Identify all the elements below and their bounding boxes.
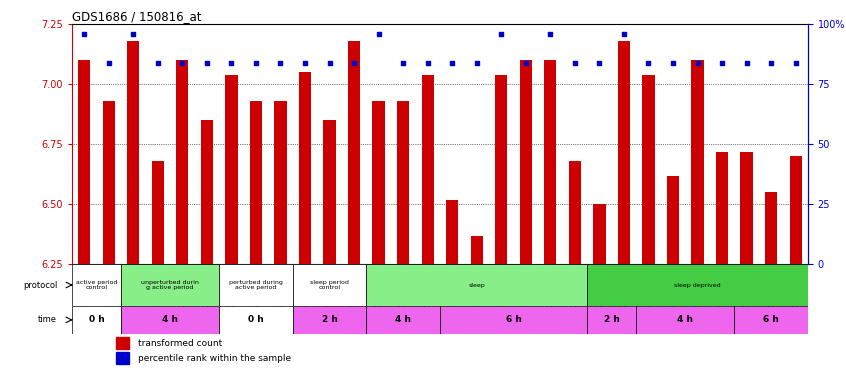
Point: [666, 60, 679, 66]
Point: [151, 60, 164, 66]
Bar: [470, 236, 483, 264]
Bar: [116, 352, 129, 364]
Point: [224, 60, 239, 66]
Bar: [219, 306, 293, 334]
Text: 0 h: 0 h: [248, 315, 264, 324]
Point: [739, 60, 753, 66]
Bar: [789, 156, 802, 264]
Bar: [667, 176, 679, 264]
Point: [420, 60, 435, 66]
Bar: [569, 161, 581, 264]
Bar: [587, 264, 808, 306]
Bar: [519, 60, 532, 264]
Text: sleep period
control: sleep period control: [310, 280, 349, 290]
Bar: [72, 264, 121, 306]
Text: 4 h: 4 h: [395, 315, 411, 324]
Text: 6 h: 6 h: [506, 315, 521, 324]
Bar: [127, 41, 140, 264]
Point: [396, 60, 409, 66]
Bar: [366, 264, 587, 306]
Bar: [293, 306, 366, 334]
Bar: [102, 101, 115, 264]
Text: sleep deprived: sleep deprived: [674, 282, 721, 288]
Bar: [587, 306, 636, 334]
Point: [126, 31, 140, 37]
Bar: [421, 75, 434, 264]
Point: [175, 60, 189, 66]
Point: [494, 31, 508, 37]
Text: 2 h: 2 h: [321, 315, 338, 324]
Point: [200, 60, 213, 66]
Bar: [618, 41, 630, 264]
Bar: [765, 192, 777, 264]
Bar: [593, 204, 606, 264]
Bar: [348, 41, 360, 264]
Point: [298, 60, 311, 66]
Point: [445, 60, 459, 66]
Text: 6 h: 6 h: [763, 315, 779, 324]
Point: [788, 60, 802, 66]
Text: unperturbed durin
g active period: unperturbed durin g active period: [141, 280, 199, 290]
Bar: [740, 152, 753, 264]
Bar: [225, 75, 238, 264]
Text: 4 h: 4 h: [678, 315, 693, 324]
Point: [765, 60, 778, 66]
Bar: [446, 200, 459, 264]
Point: [519, 60, 532, 66]
Bar: [734, 306, 808, 334]
Bar: [366, 306, 440, 334]
Point: [715, 60, 728, 66]
Bar: [219, 264, 293, 306]
Point: [592, 60, 606, 66]
Point: [322, 60, 336, 66]
Bar: [397, 101, 409, 264]
Point: [249, 60, 262, 66]
Bar: [642, 75, 655, 264]
Bar: [116, 337, 129, 349]
Bar: [121, 264, 219, 306]
Text: GDS1686 / 150816_at: GDS1686 / 150816_at: [72, 10, 201, 23]
Bar: [440, 306, 587, 334]
Bar: [372, 101, 385, 264]
Bar: [176, 60, 189, 264]
Text: active period
control: active period control: [76, 280, 117, 290]
Point: [78, 31, 91, 37]
Bar: [691, 60, 704, 264]
Point: [347, 60, 360, 66]
Bar: [323, 120, 336, 264]
Text: perturbed during
active period: perturbed during active period: [229, 280, 283, 290]
Bar: [274, 101, 287, 264]
Bar: [495, 75, 508, 264]
Point: [543, 31, 557, 37]
Text: time: time: [38, 315, 58, 324]
Point: [470, 60, 484, 66]
Bar: [716, 152, 728, 264]
Bar: [250, 101, 262, 264]
Text: 0 h: 0 h: [89, 315, 104, 324]
Bar: [201, 120, 213, 264]
Point: [617, 31, 630, 37]
Bar: [151, 161, 164, 264]
Bar: [78, 60, 91, 264]
Text: sleep: sleep: [469, 282, 485, 288]
Point: [641, 60, 655, 66]
Point: [569, 60, 582, 66]
Bar: [636, 306, 734, 334]
Bar: [299, 72, 311, 264]
Point: [690, 60, 704, 66]
Text: 2 h: 2 h: [604, 315, 619, 324]
Text: 4 h: 4 h: [162, 315, 178, 324]
Text: transformed count: transformed count: [138, 339, 222, 348]
Point: [371, 31, 385, 37]
Bar: [544, 60, 557, 264]
Point: [273, 60, 287, 66]
Text: percentile rank within the sample: percentile rank within the sample: [138, 354, 291, 363]
Bar: [121, 306, 219, 334]
Text: protocol: protocol: [23, 280, 58, 290]
Bar: [72, 306, 121, 334]
Point: [102, 60, 115, 66]
Bar: [293, 264, 366, 306]
